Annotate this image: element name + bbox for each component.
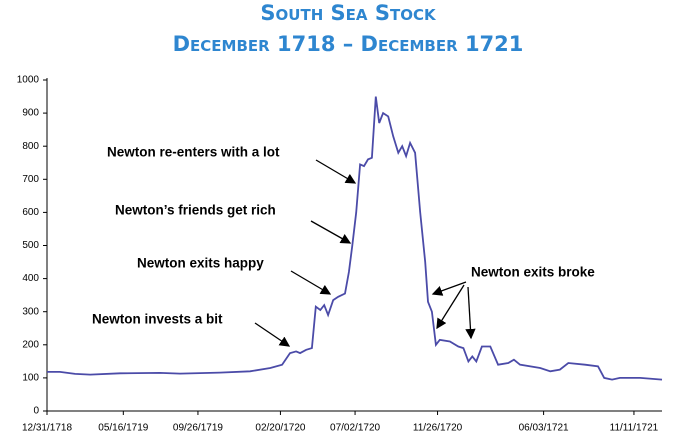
y-tick-label: 600 xyxy=(22,207,39,218)
arrow xyxy=(465,286,476,340)
x-tick-label: 05/16/1719 xyxy=(98,423,148,434)
y-tick-label: 500 xyxy=(22,240,39,251)
y-tick-label: 700 xyxy=(22,174,39,185)
y-tick-label: 800 xyxy=(22,141,39,152)
annotation: Newton re-enters with a lot xyxy=(107,145,280,160)
x-tick-label: 02/20/1720 xyxy=(255,423,305,434)
y-tick-label: 0 xyxy=(33,406,39,417)
arrow xyxy=(310,220,352,244)
price-line xyxy=(47,96,663,381)
x-tick-label: 11/11/1721 xyxy=(610,423,659,434)
arrow xyxy=(431,281,467,296)
y-tick-label: 1000 xyxy=(17,75,40,86)
arrow xyxy=(436,284,465,330)
arrow xyxy=(254,322,291,347)
y-tick-label: 900 xyxy=(22,108,39,119)
y-tick-label: 200 xyxy=(22,339,39,350)
y-tick-label: 100 xyxy=(22,373,39,384)
annotation: Newton’s friends get rich xyxy=(115,203,276,218)
chart-title: South Sea Stock xyxy=(260,1,437,25)
annotations: Newton invests a bit Newton exits happy … xyxy=(92,145,595,347)
x-tick-label: 06/03/1721 xyxy=(519,423,569,434)
x-tick-label: 07/02/1720 xyxy=(330,423,380,434)
annotation: Newton exits broke xyxy=(471,265,595,280)
y-tick-label: 400 xyxy=(22,273,39,284)
y-tick-label: 300 xyxy=(22,306,39,317)
arrow xyxy=(290,270,332,295)
chart-subtitle: December 1718 – December 1721 xyxy=(173,32,524,56)
arrow xyxy=(315,159,357,184)
x-tick-label: 11/26/1720 xyxy=(413,423,463,434)
annotation: Newton invests a bit xyxy=(92,312,223,327)
x-tick-label: 09/26/1719 xyxy=(173,423,223,434)
annotation: Newton exits happy xyxy=(137,256,264,271)
x-tick-label: 12/31/1718 xyxy=(22,423,72,434)
